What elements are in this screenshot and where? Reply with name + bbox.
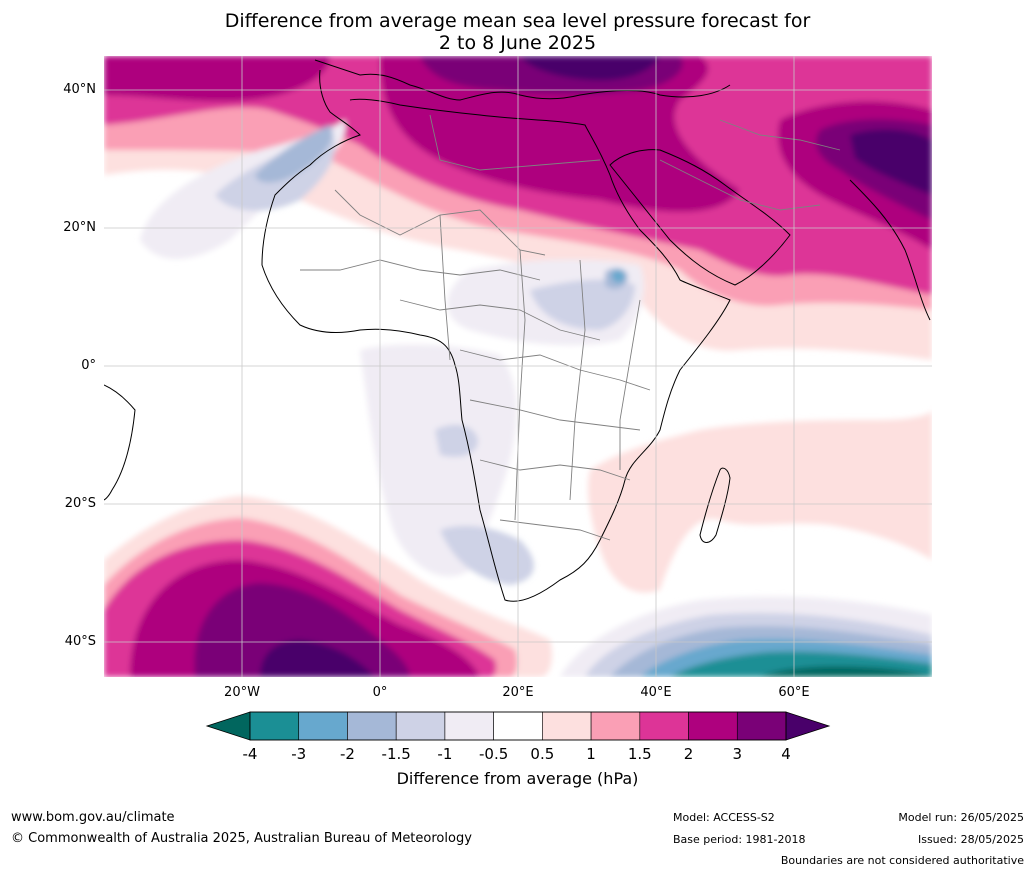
colorbar-label-10: 3: [732, 745, 743, 763]
colorbar-label-11: 4: [781, 745, 791, 763]
coastline-madagascar: [699, 467, 731, 543]
colorbar-bins: [249, 711, 787, 741]
contour-pos-3-north: [420, 56, 932, 220]
colorbar-label-7: 1: [586, 745, 596, 763]
anomaly-contours: [104, 56, 932, 677]
colorbar-label-1: -3: [291, 745, 307, 763]
lat-tick-20n: 20°N: [63, 220, 96, 235]
lat-tick-20s: 20°S: [64, 496, 96, 511]
map-panel: [104, 56, 932, 677]
colorbar-bin-1: [298, 711, 348, 741]
contour-neg-0.5-tropics: [140, 120, 644, 577]
coastline-south-america-tip: [104, 384, 136, 501]
coastline-arabia: [609, 149, 791, 286]
lat-tick-40n: 40°N: [63, 82, 96, 97]
colorbar-over-arrow: [785, 711, 831, 741]
colorbar-label-8: 1.5: [627, 745, 652, 763]
lon-tick-60e: 60°E: [778, 685, 810, 700]
contour-pos-0.5-south-indian: [588, 410, 932, 593]
footer-website: www.bom.gov.au/climate: [11, 810, 175, 825]
lat-tick-40s: 40°S: [64, 634, 96, 649]
colorbar-bin-10: [736, 711, 787, 741]
contour-neg-2-tropics: [612, 270, 626, 283]
footer-model: Model: ACCESS-S2: [673, 811, 775, 824]
lon-tick-40e: 40°E: [640, 685, 672, 700]
colorbar-title: Difference from average (hPa): [396, 769, 639, 788]
contour-pos-4-south-atlantic: [260, 640, 375, 677]
contour-pos-4-north: [520, 56, 932, 195]
lon-tick-20e: 20°E: [502, 685, 534, 700]
colorbar-bin-9: [688, 711, 738, 741]
map-title-line-1: Difference from average mean sea level p…: [224, 10, 811, 32]
footer-base-period: Base period: 1981-2018: [673, 833, 806, 846]
graticule: [104, 56, 932, 677]
footer-disclaimer: Boundaries are not considered authoritat…: [780, 854, 1024, 867]
colorbar-label-9: 2: [683, 745, 694, 763]
map-title: Difference from average mean sea level p…: [0, 10, 1035, 54]
colorbar-bin-5: [493, 711, 543, 741]
colorbar-label-4: -1: [437, 745, 453, 763]
colorbar: [205, 711, 831, 741]
footer-copyright: © Commonwealth of Australia 2025, Austra…: [11, 831, 472, 846]
footer-issued: Issued: 28/05/2025: [917, 833, 1024, 846]
lon-tick-0: 0°: [372, 685, 388, 700]
colorbar-label-3: -1.5: [381, 745, 411, 763]
colorbar-bin-8: [639, 711, 689, 741]
colorbar-bin-6: [542, 711, 592, 741]
lon-tick-20w: 20°W: [224, 685, 260, 700]
colorbar-bin-0: [249, 711, 300, 741]
coastline-africa: [261, 69, 731, 602]
colorbar-bin-3: [395, 711, 446, 741]
colorbar-frame: [249, 711, 787, 741]
colorbar-label-2: -2: [339, 745, 355, 763]
contour-pos-3-south-atlantic: [194, 583, 410, 677]
colorbar-bin-4: [444, 711, 494, 741]
colorbar-label-0: -4: [242, 745, 258, 763]
coastline-india: [849, 179, 931, 321]
colorbar-label-6: 0.5: [530, 745, 555, 763]
colorbar-bin-7: [590, 711, 641, 741]
colorbar-label-5: -0.5: [478, 745, 509, 763]
contour-neg-4-south-ocean: [760, 666, 932, 677]
coastline-europe: [314, 59, 731, 101]
colorbar-bin-2: [347, 711, 397, 741]
lat-tick-0: 0°: [81, 358, 96, 373]
coastlines: [104, 59, 931, 602]
map-title-line-2: 2 to 8 June 2025: [438, 32, 597, 54]
colorbar-under-arrow: [205, 711, 251, 741]
footer-model-run: Model run: 26/05/2025: [898, 811, 1024, 824]
